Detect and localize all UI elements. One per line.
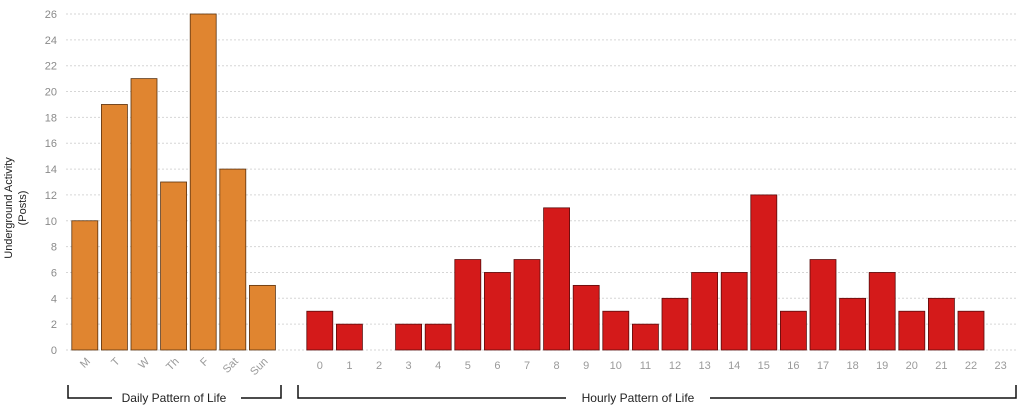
- hourly-bar-11: [632, 323, 659, 351]
- hourly-x-tick-label: 18: [846, 360, 858, 372]
- y-tick-label: 10: [45, 216, 57, 228]
- daily-x-tick-label: W: [136, 355, 152, 371]
- hourly-x-tick-label: 9: [583, 360, 589, 372]
- hourly-bar-3: [395, 323, 423, 351]
- y-tick-label: 4: [51, 293, 57, 305]
- y-tick-label: 0: [51, 345, 57, 357]
- hourly-bar-16: [780, 310, 807, 351]
- daily-bar-f: [189, 13, 217, 351]
- y-tick-label: 16: [45, 138, 57, 150]
- hourly-bar-9: [572, 284, 600, 351]
- hourly-x-tick-label: 8: [554, 360, 560, 372]
- hourly-bar-13: [691, 272, 718, 351]
- hourly-bar-21: [928, 297, 955, 351]
- daily-bar-t: [101, 104, 128, 351]
- hourly-bar-5: [454, 259, 482, 351]
- hourly-bar-10: [602, 310, 630, 351]
- daily-bar-th: [160, 181, 188, 351]
- daily-x-tick-label: M: [78, 356, 93, 371]
- hourly-x-tick-label: 21: [935, 360, 947, 372]
- y-tick-label: 12: [45, 190, 57, 202]
- hourly-bar-18: [839, 297, 866, 351]
- hourly-bar-7: [513, 259, 541, 351]
- hourly-bar-17: [809, 259, 837, 351]
- daily-x-tick-label: F: [198, 355, 211, 368]
- y-tick-label: 6: [51, 267, 57, 279]
- daily-group-bracket: [67, 385, 282, 399]
- daily-bar-w: [130, 78, 158, 351]
- y-tick-label: 26: [45, 9, 57, 21]
- hourly-x-tick-label: 15: [758, 360, 770, 372]
- y-axis-label-line-1: Underground Activity: [3, 157, 15, 259]
- y-tick-label: 18: [45, 112, 57, 124]
- hourly-x-tick-label: 2: [376, 360, 382, 372]
- hourly-x-tick-label: 6: [494, 360, 500, 372]
- y-tick-label: 24: [45, 35, 57, 47]
- hourly-x-tick-label: 22: [965, 360, 977, 372]
- hourly-x-tick-label: 0: [317, 360, 323, 372]
- hourly-x-tick-label: 10: [610, 360, 622, 372]
- hourly-x-tick-label: 12: [669, 360, 681, 372]
- daily-bar-sat: [219, 168, 247, 351]
- hourly-x-tick-label: 4: [435, 360, 441, 372]
- hourly-x-tick-label: 11: [640, 360, 651, 372]
- hourly-bar-6: [483, 272, 511, 351]
- hourly-group-bracket: [297, 385, 1017, 399]
- hourly-bar-4: [424, 323, 452, 351]
- hourly-x-tick-label: 23: [994, 360, 1006, 372]
- daily-bar-m: [71, 220, 99, 351]
- hourly-x-tick-label: 16: [787, 360, 799, 372]
- hourly-bar-0: [306, 310, 334, 351]
- hourly-x-tick-label: 19: [876, 360, 888, 372]
- y-tick-label: 2: [51, 319, 57, 331]
- hourly-x-tick-label: 13: [698, 360, 710, 372]
- x-axis-ticks: M T W Th F Sat Sun 0 1 2 3 4 5 6 7 8 9 10 11 12 13 14 15 16 17 18…: [78, 355, 1007, 378]
- hourly-x-tick-label: 7: [524, 360, 530, 372]
- bars: [71, 13, 985, 351]
- hourly-bar-12: [661, 297, 689, 351]
- hourly-bar-22: [957, 310, 985, 351]
- daily-x-tick-label: Sun: [248, 356, 270, 378]
- hourly-x-tick-label: 20: [906, 360, 918, 372]
- daily-x-tick-label: Th: [164, 356, 182, 374]
- hourly-bar-19: [868, 272, 896, 351]
- hourly-bar-15: [750, 194, 778, 351]
- hourly-group-label: Hourly Pattern of Life: [582, 391, 695, 405]
- hourly-x-tick-label: 14: [728, 360, 740, 372]
- y-tick-label: 20: [45, 87, 57, 99]
- daily-bar-sun: [248, 284, 276, 351]
- daily-x-tick-label: T: [109, 355, 122, 368]
- hourly-bar-8: [543, 207, 570, 351]
- y-axis-label-line-2: (Posts): [17, 191, 29, 226]
- y-tick-label: 22: [45, 61, 57, 73]
- hourly-bar-20: [898, 310, 926, 351]
- daily-group-label: Daily Pattern of Life: [122, 391, 227, 405]
- y-tick-label: 8: [51, 242, 57, 254]
- daily-x-tick-label: Sat: [221, 356, 241, 376]
- hourly-bar-1: [335, 323, 363, 351]
- hourly-x-tick-label: 1: [346, 360, 352, 372]
- y-tick-label: 14: [45, 164, 57, 176]
- hourly-x-tick-label: 5: [465, 360, 471, 372]
- hourly-x-tick-label: 3: [406, 360, 412, 372]
- hourly-bar-14: [720, 272, 748, 351]
- hourly-x-tick-label: 17: [817, 360, 829, 372]
